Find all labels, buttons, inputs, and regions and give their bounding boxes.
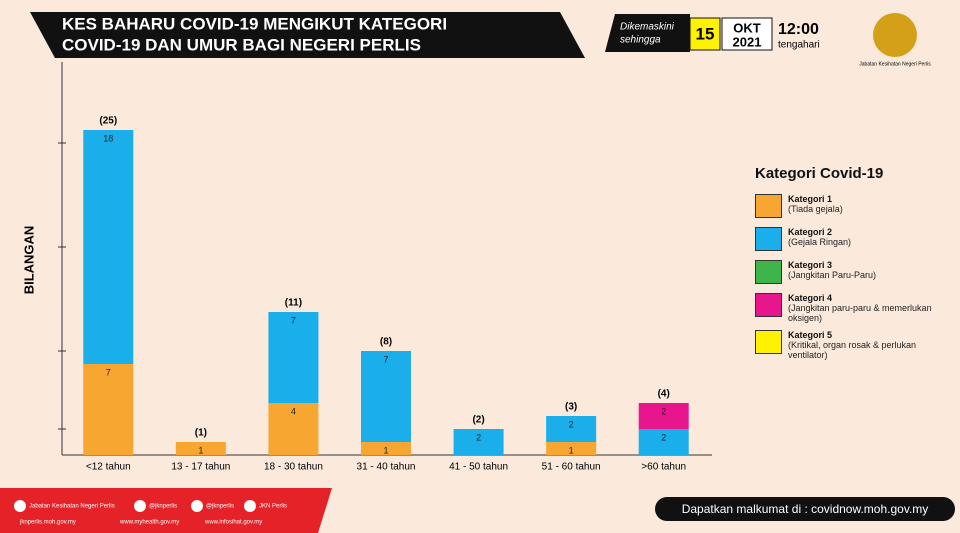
bar-segment bbox=[638, 429, 689, 455]
legend-swatch bbox=[755, 194, 782, 218]
crest bbox=[873, 13, 917, 57]
bar-segment bbox=[361, 351, 411, 442]
bar-segment bbox=[83, 364, 134, 455]
website: www.myhealth.gov.my bbox=[119, 520, 179, 526]
bar-segment bbox=[546, 416, 597, 442]
period: tengahari bbox=[778, 40, 820, 51]
footer-right bbox=[655, 497, 955, 521]
date-box bbox=[605, 14, 690, 52]
total-label: (11) bbox=[285, 298, 302, 309]
legend-desc: (Jangkitan paru-paru & memerlukan oksige… bbox=[788, 303, 932, 323]
title-banner bbox=[30, 12, 585, 58]
year: 2021 bbox=[733, 34, 762, 49]
total-label: (25) bbox=[99, 116, 117, 127]
data-label: 2 bbox=[476, 432, 481, 442]
bar-segment bbox=[546, 442, 597, 455]
legend-item: Kategori 3 (Jangkitan Paru-Paru) bbox=[755, 260, 955, 286]
bar-segment bbox=[268, 312, 319, 403]
time: 12:00 bbox=[778, 21, 819, 38]
social-handle: @jknperlis bbox=[206, 504, 234, 510]
legend-swatch bbox=[755, 293, 782, 317]
updated: sehingga bbox=[620, 35, 661, 46]
bar-segment bbox=[453, 429, 504, 455]
data-label: 1 bbox=[383, 445, 388, 455]
data-label: 7 bbox=[383, 354, 388, 364]
footer-left bbox=[0, 488, 332, 533]
legend-text: Kategori 1 (Tiada gejala) bbox=[788, 194, 843, 214]
legend-text: Kategori 5 (Kritikal, organ rosak & perlu… bbox=[788, 330, 955, 360]
legend-swatch bbox=[755, 227, 782, 251]
social-handle: @jknperlis bbox=[149, 504, 177, 510]
data-label: 2 bbox=[661, 432, 666, 442]
legend-swatch bbox=[755, 330, 782, 354]
legend-name: Kategori 2 bbox=[788, 227, 833, 237]
legend-desc: (Tiada gejala) bbox=[788, 204, 843, 214]
data-label: 7 bbox=[291, 315, 296, 325]
social-icon bbox=[14, 500, 26, 512]
data-label: 2 bbox=[569, 419, 574, 429]
bar-segment bbox=[268, 403, 319, 455]
month-box bbox=[721, 17, 773, 51]
legend-desc: (Kritikal, organ rosak & perlukan ventil… bbox=[788, 340, 917, 360]
legend-desc: (Gejala Ringan) bbox=[788, 237, 852, 247]
legend-name: Kategori 3 bbox=[788, 260, 833, 270]
legend-text: Kategori 4 (Jangkitan paru-paru & memerlu… bbox=[788, 293, 955, 323]
total-label: (4) bbox=[658, 389, 670, 400]
bar-segment bbox=[638, 403, 689, 429]
legend-desc: (Jangkitan Paru-Paru) bbox=[788, 270, 877, 280]
agency: Jabatan Kesihatan Negeri Perlis bbox=[859, 61, 931, 67]
data-label: 2 bbox=[661, 406, 666, 416]
data-label: 1 bbox=[569, 445, 574, 455]
x-tick-label: <12 tahun bbox=[86, 462, 131, 473]
total-label: (2) bbox=[472, 415, 484, 426]
legend-title: Kategori Covid-19 bbox=[755, 165, 884, 182]
social-handle: JKN Perlis bbox=[259, 504, 287, 510]
website: jknperlis.moh.gov.my bbox=[19, 520, 76, 526]
title: COVID-19 DAN UMUR BAGI NEGERI PERLIS bbox=[62, 35, 421, 54]
legend-item: Kategori 5 (Kritikal, organ rosak & perlu… bbox=[755, 330, 955, 360]
x-tick-label: >60 tahun bbox=[641, 462, 686, 473]
legend-text: Kategori 3 (Jangkitan Paru-Paru) bbox=[788, 260, 876, 280]
x-tick-label: 18 - 30 tahun bbox=[264, 462, 323, 473]
data-label: 4 bbox=[291, 406, 296, 416]
updated: Dikemaskini bbox=[620, 22, 675, 33]
social-handle: Jabatan Kesihatan Negeri Perlis bbox=[29, 504, 115, 510]
legend-swatch bbox=[755, 260, 782, 284]
website: www.infosihat.gov.my bbox=[204, 520, 262, 526]
social-icon bbox=[244, 500, 256, 512]
title: KES BAHARU COVID-19 MENGIKUT KATEGORI bbox=[62, 14, 447, 33]
legend-name: Kategori 5 bbox=[788, 330, 833, 340]
legend-name: Kategori 4 bbox=[788, 293, 833, 303]
x-tick-label: 51 - 60 tahun bbox=[542, 462, 601, 473]
data-label: 1 bbox=[198, 445, 203, 455]
y-axis-label: BILANGAN bbox=[21, 226, 36, 295]
legend: Kategori Covid-19 Kategori 1 (Tiada gejala… bbox=[755, 165, 955, 367]
legend-item: Kategori 1 (Tiada gejala) bbox=[755, 194, 955, 220]
bar-segment bbox=[175, 442, 226, 455]
legend-text: Kategori 2 (Gejala Ringan) bbox=[788, 227, 851, 247]
data-label: 7 bbox=[106, 367, 111, 377]
legend-name: Kategori 1 bbox=[788, 194, 833, 204]
day-box bbox=[689, 17, 721, 51]
bar-segment bbox=[361, 442, 411, 455]
legend-item: Kategori 4 (Jangkitan paru-paru & memerlu… bbox=[755, 293, 955, 323]
data-label: 18 bbox=[103, 133, 113, 143]
month: OKT bbox=[733, 20, 761, 35]
total-label: (1) bbox=[195, 428, 207, 439]
day: 15 bbox=[696, 24, 715, 43]
x-tick-label: 41 - 50 tahun bbox=[449, 462, 508, 473]
x-tick-label: 31 - 40 tahun bbox=[357, 462, 416, 473]
legend-item: Kategori 2 (Gejala Ringan) bbox=[755, 227, 955, 253]
x-tick-label: 13 - 17 tahun bbox=[171, 462, 230, 473]
social-icon bbox=[134, 500, 146, 512]
total-label: (3) bbox=[565, 402, 577, 413]
footer-info: Dapatkan malkumat di : covidnow.moh.gov.… bbox=[682, 502, 929, 516]
total-label: (8) bbox=[380, 337, 392, 348]
bar-segment bbox=[83, 130, 134, 364]
social-icon bbox=[191, 500, 203, 512]
